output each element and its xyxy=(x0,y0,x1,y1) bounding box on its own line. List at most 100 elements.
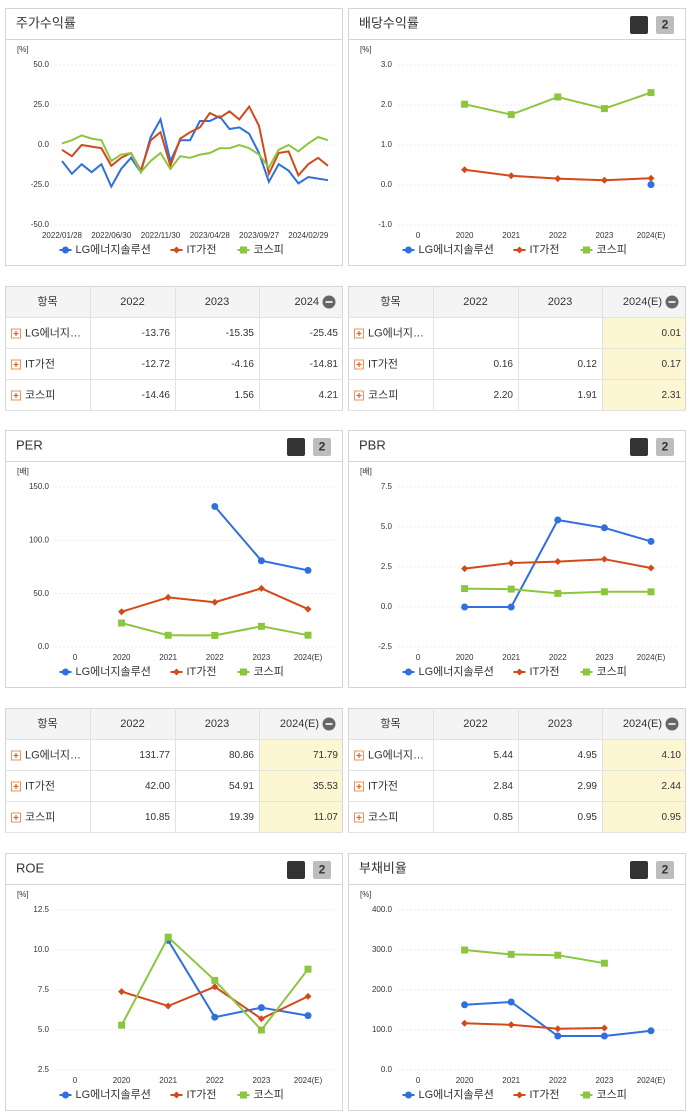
tab-label[interactable]: 1 xyxy=(636,440,643,454)
tab-button[interactable] xyxy=(656,861,674,879)
marker xyxy=(62,246,69,254)
panel-title: 배당수익률 xyxy=(359,15,419,30)
table-cell: 35.53 xyxy=(313,781,338,792)
marker xyxy=(554,558,562,566)
tab-label[interactable]: 2 xyxy=(319,440,326,454)
expand-icon-plus xyxy=(356,362,362,367)
table-cell: 4.10 xyxy=(662,750,682,761)
row-name: LG에너지… xyxy=(25,326,81,339)
highlight-column xyxy=(602,740,686,833)
tab-label[interactable]: 1 xyxy=(293,863,300,877)
expand-icon-plus xyxy=(13,784,19,789)
table-header: 항목 xyxy=(37,295,57,308)
x-tick-label: 2024(E) xyxy=(637,231,666,240)
unit-label: [배] xyxy=(17,467,29,476)
tab-button[interactable] xyxy=(630,438,648,456)
tab-button[interactable] xyxy=(656,16,674,34)
y-tick-label: 50.0 xyxy=(33,589,49,598)
marker xyxy=(554,1025,562,1033)
table-header-bg xyxy=(348,286,686,318)
marker xyxy=(647,564,655,572)
table-cell: 0.95 xyxy=(662,812,682,823)
tab-label[interactable]: 2 xyxy=(662,863,669,877)
expand-icon-plus xyxy=(356,815,362,820)
x-tick-label: 2023 xyxy=(596,653,614,662)
tab-button[interactable] xyxy=(313,438,331,456)
table-cell: 2.44 xyxy=(662,781,682,792)
legend-label: LG에너지솔루션 xyxy=(76,1088,151,1101)
tab-button[interactable] xyxy=(630,861,648,879)
marker xyxy=(304,631,312,639)
x-tick-label: 2022 xyxy=(549,231,567,240)
expand-icon-plus xyxy=(13,331,19,336)
marker xyxy=(600,959,608,967)
tab-label[interactable]: 2 xyxy=(319,863,326,877)
legend-label: LG에너지솔루션 xyxy=(76,243,151,256)
tab-button[interactable] xyxy=(287,861,305,879)
panel-title: ROE xyxy=(16,860,45,875)
table-cell: 2.31 xyxy=(662,390,682,401)
marker xyxy=(304,1012,312,1020)
x-tick-label: 2023 xyxy=(596,1076,614,1085)
legend-label: 코스피 xyxy=(597,243,627,256)
series-line xyxy=(167,939,309,1019)
panel xyxy=(348,853,686,1111)
tab-label[interactable]: 1 xyxy=(293,440,300,454)
table-cell: 1.91 xyxy=(578,390,598,401)
marker xyxy=(304,605,312,613)
y-tick-label: 0.0 xyxy=(38,642,50,651)
tab-button[interactable] xyxy=(630,16,648,34)
tab-button[interactable] xyxy=(313,861,331,879)
legend-label: LG에너지솔루션 xyxy=(419,1088,494,1101)
x-tick-label: 2020 xyxy=(456,1076,474,1085)
marker xyxy=(173,668,180,676)
table-cell: 19.39 xyxy=(229,812,254,823)
row-name: 코스피 xyxy=(25,388,55,401)
legend-label: IT가전 xyxy=(530,1088,560,1101)
x-tick-label: 2021 xyxy=(502,231,520,240)
y-tick-label: -1.0 xyxy=(378,220,392,229)
legend-label: LG에너지솔루션 xyxy=(419,665,494,678)
marker xyxy=(304,992,312,1000)
row-name: 코스피 xyxy=(368,810,398,823)
marker xyxy=(461,1019,469,1027)
y-tick-label: -25.0 xyxy=(31,180,50,189)
table-header: 2024 xyxy=(295,296,319,308)
x-tick-label: 2020 xyxy=(456,231,474,240)
table-cell: -14.46 xyxy=(142,390,171,401)
legend-label: 코스피 xyxy=(254,1088,284,1101)
x-tick-label: 2022 xyxy=(206,1076,224,1085)
row-name: 코스피 xyxy=(368,388,398,401)
marker xyxy=(257,1004,265,1012)
x-tick-label: 2024/02/29 xyxy=(288,231,329,240)
table-header: 2022 xyxy=(120,718,144,730)
marker xyxy=(461,565,469,573)
marker xyxy=(507,111,515,119)
legend-label: 코스피 xyxy=(254,665,284,678)
table-cell: 4.95 xyxy=(578,750,598,761)
table-cell: 2.99 xyxy=(578,781,598,792)
tab-label[interactable]: 1 xyxy=(636,863,643,877)
legend-label: IT가전 xyxy=(187,243,217,256)
tab-button[interactable] xyxy=(287,438,305,456)
expand-icon-plus xyxy=(13,815,19,820)
marker xyxy=(647,174,655,182)
marker xyxy=(257,1026,265,1034)
x-tick-label: 2024(E) xyxy=(294,1076,323,1085)
tab-button[interactable] xyxy=(656,438,674,456)
marker xyxy=(647,181,655,189)
tab-label[interactable]: 2 xyxy=(662,18,669,32)
expand-icon-plus xyxy=(356,753,362,758)
marker xyxy=(647,588,655,596)
table-header: 항목 xyxy=(37,717,57,730)
table-header: 2023 xyxy=(205,718,229,730)
table-header-bg xyxy=(348,708,686,740)
expand-icon-plus xyxy=(356,331,362,336)
x-tick-label: 2023/04/28 xyxy=(190,231,231,240)
marker xyxy=(554,175,562,183)
x-tick-label: 2021 xyxy=(159,1076,177,1085)
table-cell: -14.81 xyxy=(310,359,339,370)
tab-label[interactable]: 2 xyxy=(662,440,669,454)
marker xyxy=(240,668,247,676)
tab-label[interactable]: 1 xyxy=(636,18,643,32)
